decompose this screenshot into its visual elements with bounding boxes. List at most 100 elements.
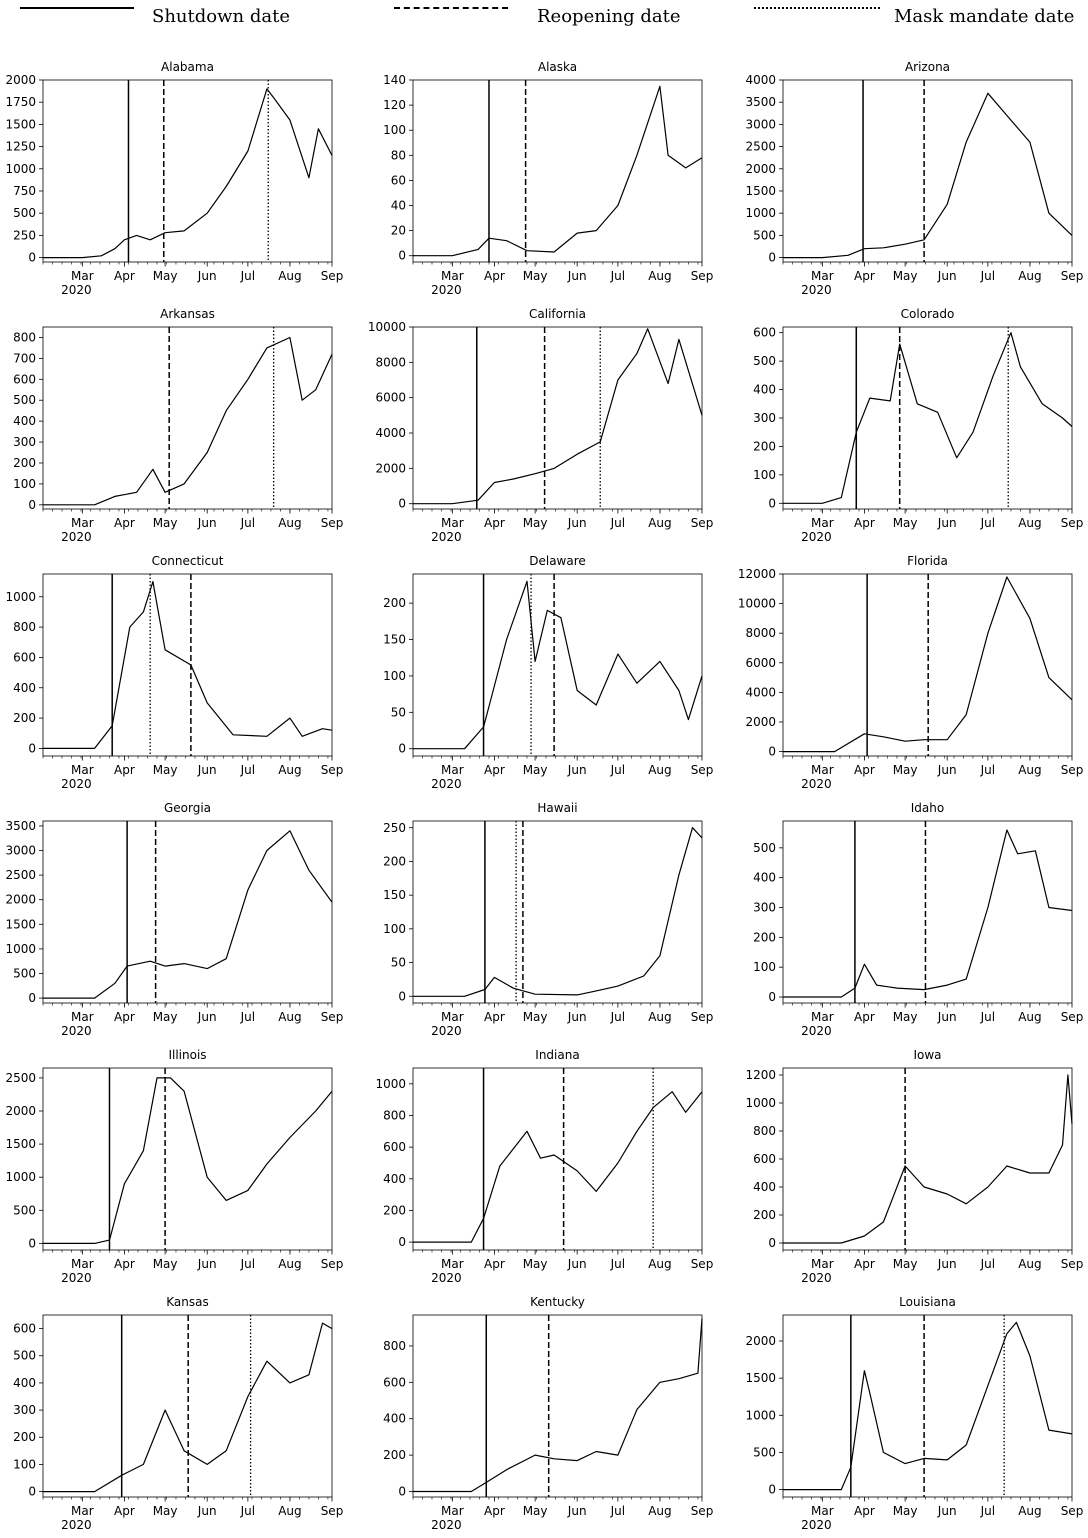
y-tick-label: 0 — [768, 1236, 776, 1250]
x-tick-label: Sep — [1061, 516, 1084, 530]
x-tick-label: Jun — [937, 1257, 957, 1271]
x-tick-year-label: 2020 — [431, 1518, 462, 1532]
y-tick-label: 6000 — [745, 656, 776, 670]
panel-title: Colorado — [901, 307, 955, 321]
y-tick-label: 20 — [391, 224, 406, 238]
x-tick-label: Jun — [567, 1504, 587, 1518]
x-tick-year-label: 2020 — [801, 1271, 832, 1285]
y-tick-label: 2000 — [5, 73, 36, 87]
x-tick-label: May — [523, 1504, 548, 1518]
series-line — [783, 92, 1073, 259]
y-tick-label: 200 — [383, 854, 406, 868]
x-tick-label: Jul — [240, 1010, 255, 1024]
x-tick-label: Mar — [441, 1257, 464, 1271]
y-tick-label: 500 — [753, 354, 776, 368]
x-tick-label: May — [523, 516, 548, 530]
x-tick-label: Jul — [240, 763, 255, 777]
y-tick-label: 300 — [13, 435, 36, 449]
y-tick-label: 600 — [383, 1140, 406, 1154]
y-tick-label: 1000 — [5, 942, 36, 956]
y-tick-label: 800 — [383, 1108, 406, 1122]
x-tick-label: May — [153, 269, 178, 283]
y-tick-label: 2000 — [5, 893, 36, 907]
y-tick-label: 3000 — [745, 117, 776, 131]
series-line — [43, 1077, 333, 1244]
plot-frame — [42, 820, 333, 1004]
x-tick-label: Apr — [484, 1257, 505, 1271]
y-tick-label: 400 — [383, 1412, 406, 1426]
y-tick-label: 500 — [753, 1445, 776, 1459]
y-tick-label: 1000 — [745, 206, 776, 220]
chart-panel-arkansas: Arkansas 0 100 200 300 400 500 600 700 800 Mar2020… — [13, 307, 344, 544]
y-tick-label: 50 — [391, 705, 406, 719]
y-tick-label: 400 — [13, 681, 36, 695]
y-tick-label: 500 — [753, 841, 776, 855]
x-tick-label: Jun — [197, 1504, 217, 1518]
y-tick-label: 1750 — [5, 95, 36, 109]
x-tick-label: Sep — [321, 1257, 344, 1271]
x-tick-label: Jul — [610, 516, 625, 530]
x-tick-label: Jun — [197, 1257, 217, 1271]
y-tick-label: 400 — [753, 383, 776, 397]
y-tick-label: 1200 — [745, 1068, 776, 1082]
y-tick-label: 0 — [768, 745, 776, 759]
x-tick-label: Mar — [71, 516, 94, 530]
x-tick-label: Apr — [114, 269, 135, 283]
y-tick-label: 2000 — [375, 461, 406, 475]
legend-reopening-line — [394, 7, 508, 9]
panel-title: Iowa — [913, 1048, 941, 1062]
plot-frame — [412, 820, 703, 1004]
panel-title: Georgia — [164, 801, 211, 815]
y-tick-label: 0 — [768, 251, 776, 265]
y-tick-label: 200 — [383, 596, 406, 610]
x-tick-label: Jul — [980, 516, 995, 530]
y-tick-label: 300 — [13, 1403, 36, 1417]
y-tick-label: 200 — [753, 439, 776, 453]
y-tick-label: 200 — [13, 1430, 36, 1444]
legend-shutdown-label: Shutdown date — [152, 6, 290, 27]
x-tick-label: Sep — [321, 516, 344, 530]
x-tick-label: Aug — [648, 763, 671, 777]
x-tick-year-label: 2020 — [801, 777, 832, 791]
panel-title: Florida — [907, 554, 948, 568]
y-tick-label: 1000 — [5, 1170, 36, 1184]
y-tick-label: 10000 — [738, 597, 776, 611]
x-tick-label: Aug — [278, 1257, 301, 1271]
x-tick-label: Sep — [691, 1257, 714, 1271]
x-tick-label: Sep — [321, 1010, 344, 1024]
y-tick-label: 400 — [383, 1172, 406, 1186]
x-tick-label: Mar — [441, 516, 464, 530]
x-tick-label: Jun — [567, 1010, 587, 1024]
plot-frame — [42, 79, 333, 263]
y-tick-label: 100 — [383, 922, 406, 936]
y-tick-label: 250 — [13, 228, 36, 242]
x-tick-label: Aug — [1018, 1504, 1041, 1518]
x-tick-label: Mar — [441, 1010, 464, 1024]
y-tick-label: 300 — [753, 411, 776, 425]
x-tick-year-label: 2020 — [61, 1518, 92, 1532]
x-tick-year-label: 2020 — [801, 1024, 832, 1038]
legend-mask-line — [754, 7, 880, 9]
x-tick-label: Jun — [197, 1010, 217, 1024]
x-tick-label: Mar — [71, 1504, 94, 1518]
x-tick-year-label: 2020 — [61, 530, 92, 544]
plot-frame — [412, 1314, 703, 1498]
x-tick-label: Aug — [278, 269, 301, 283]
x-tick-year-label: 2020 — [431, 1271, 462, 1285]
y-tick-label: 8000 — [375, 355, 406, 369]
x-tick-label: Aug — [1018, 516, 1041, 530]
x-tick-label: Jun — [197, 516, 217, 530]
x-tick-label: May — [523, 1257, 548, 1271]
x-tick-label: May — [893, 269, 918, 283]
chart-panel-georgia: Georgia 0 500 1000 1500 2000 2500 3000 3500 Mar20… — [5, 801, 344, 1038]
x-tick-label: Jul — [240, 1257, 255, 1271]
y-tick-label: 500 — [13, 206, 36, 220]
x-tick-label: Sep — [1061, 1504, 1084, 1518]
y-tick-label: 500 — [13, 966, 36, 980]
y-tick-label: 0 — [28, 991, 36, 1005]
y-tick-label: 600 — [13, 650, 36, 664]
